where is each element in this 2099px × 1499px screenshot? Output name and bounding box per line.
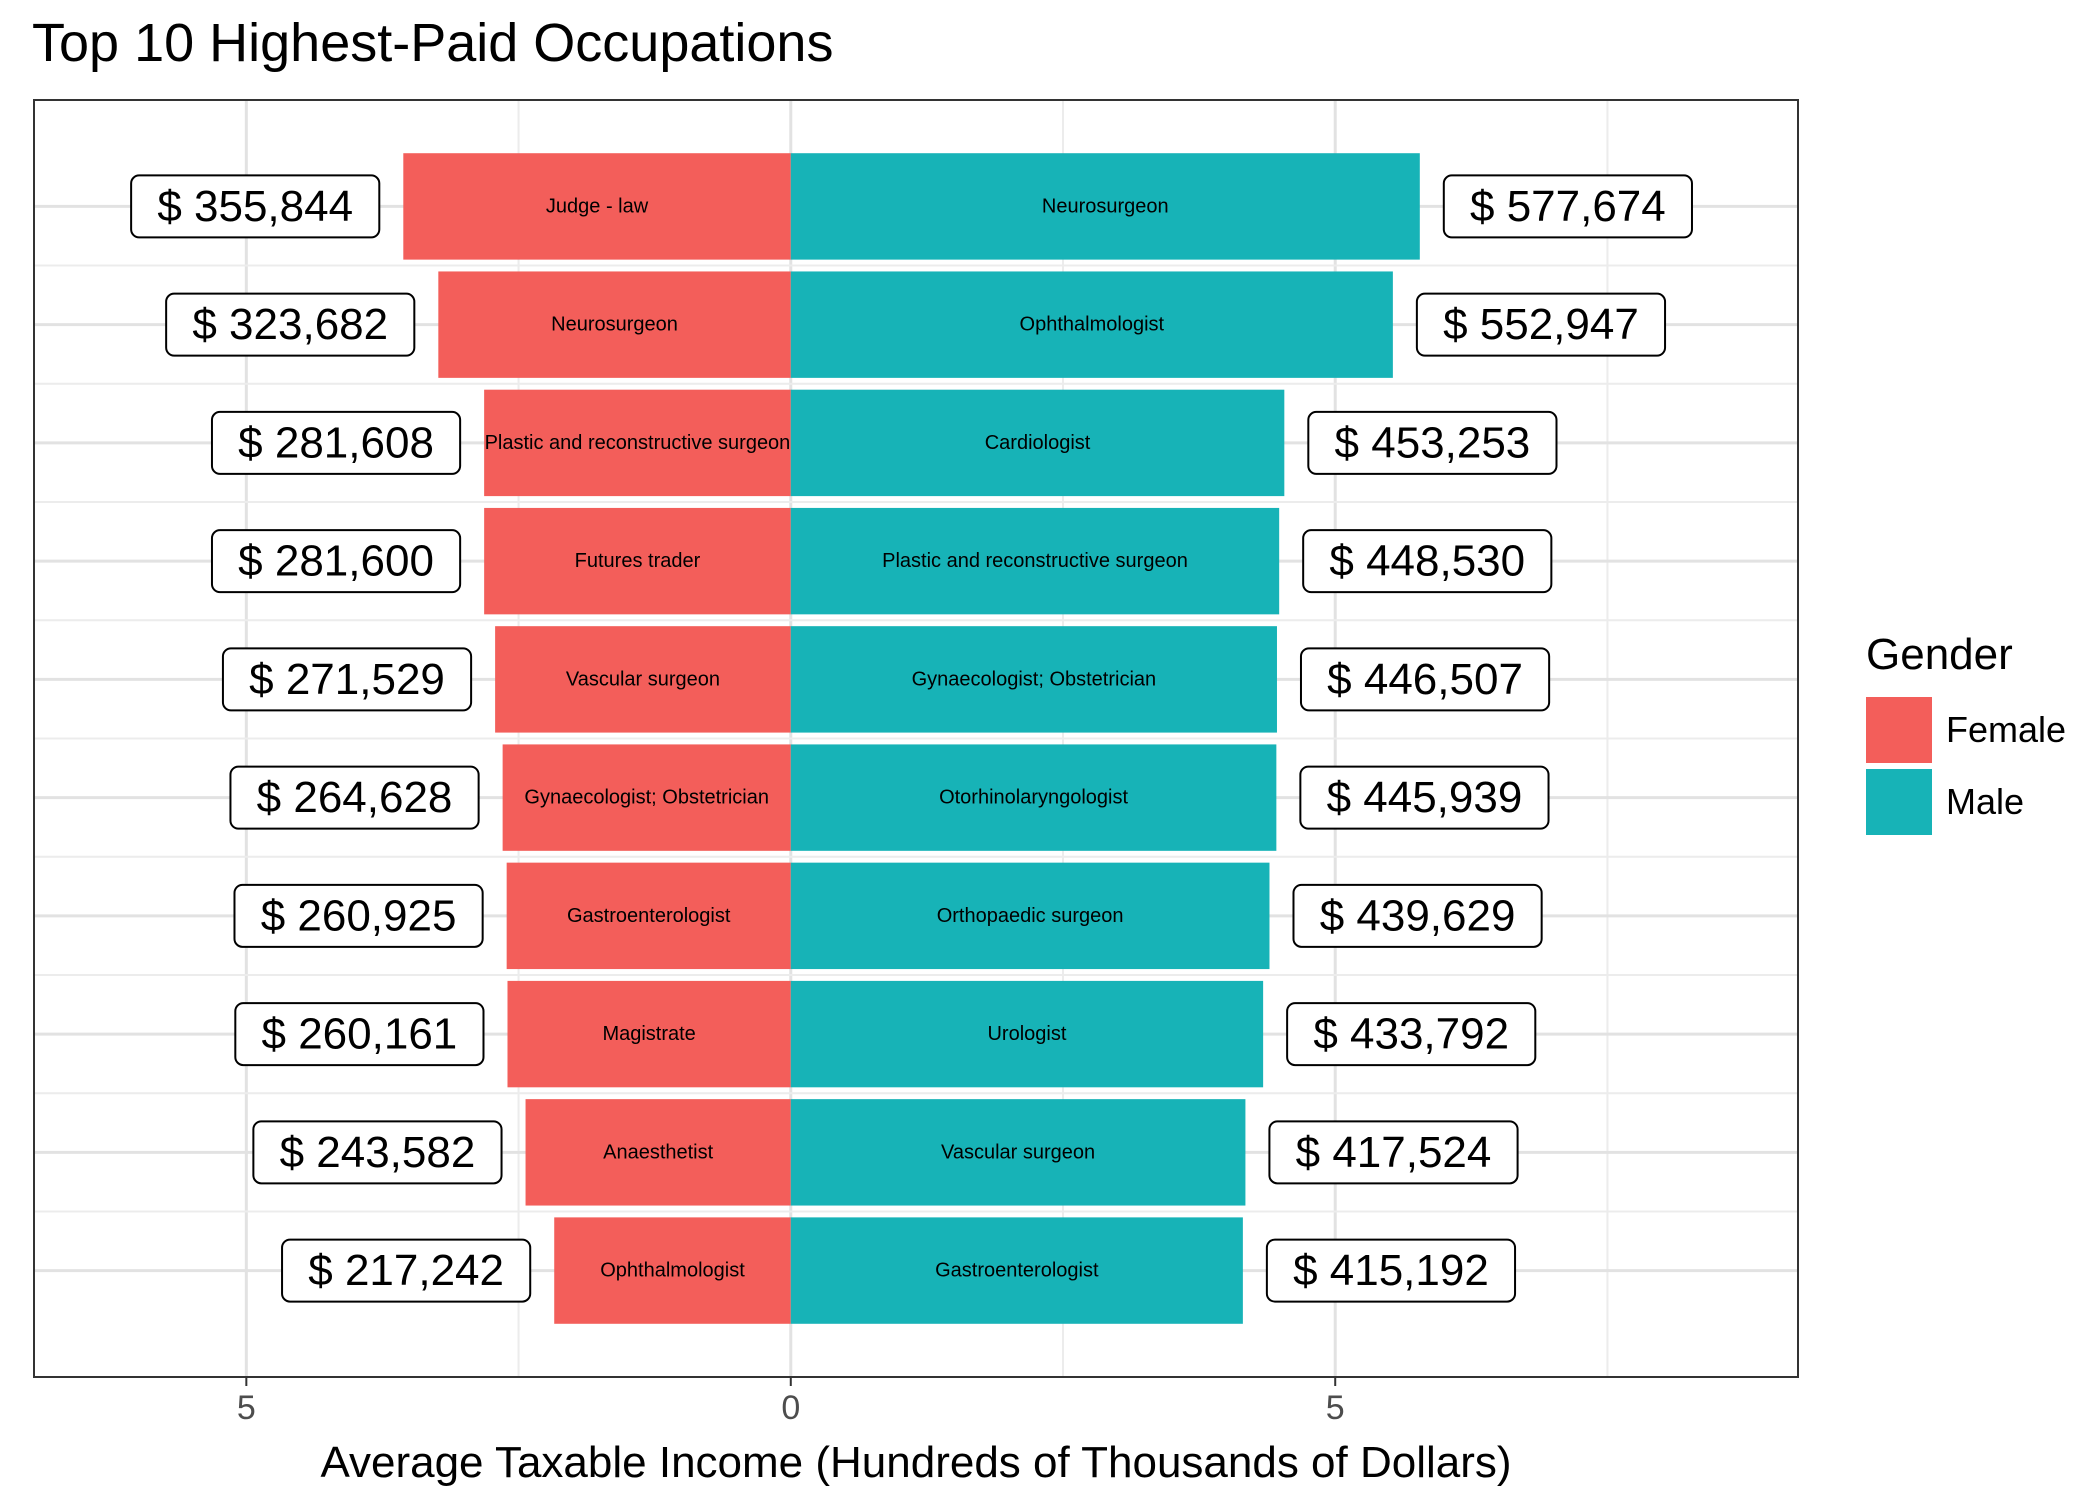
value-label-male-box xyxy=(1299,647,1551,712)
bar-male xyxy=(790,271,1393,378)
legend-label-male: Male xyxy=(1946,781,2025,822)
bar-label-male: Urologist xyxy=(987,1023,1066,1045)
value-label-male-box xyxy=(1307,410,1558,475)
value-label-female-box xyxy=(281,1238,532,1303)
value-label-female: $ 243,582 xyxy=(280,1128,476,1177)
bar-label-female: Vascular surgeon xyxy=(566,668,720,690)
legend: Gender Female Male xyxy=(1866,630,2066,838)
bar-label-female: Gastroenterologist xyxy=(567,905,731,927)
value-label-female: $ 281,600 xyxy=(238,537,434,586)
value-label-female: $ 260,925 xyxy=(261,891,457,940)
bar-male xyxy=(790,1217,1243,1324)
bar-female xyxy=(495,626,791,733)
bar-female xyxy=(438,271,791,378)
plot-border xyxy=(33,99,1799,1378)
bar-label-male: Vascular surgeon xyxy=(941,1141,1095,1163)
x-tick-label: 5 xyxy=(237,1389,256,1427)
value-label-female: $ 281,608 xyxy=(238,418,434,467)
bar-label-female: Ophthalmologist xyxy=(600,1260,745,1282)
value-label-female-box xyxy=(210,410,462,475)
bar-male xyxy=(790,980,1264,1088)
value-label-male-box xyxy=(1299,765,1550,830)
value-label-male: $ 417,524 xyxy=(1296,1128,1492,1177)
bar-label-female: Gynaecologist; Obstetrician xyxy=(524,787,769,809)
legend-title: Gender xyxy=(1866,630,2013,679)
value-label-female-box xyxy=(234,1002,485,1067)
value-label-female: $ 217,242 xyxy=(308,1246,504,1295)
bar-female xyxy=(525,1099,791,1206)
value-label-female-box xyxy=(229,765,480,830)
value-label-male: $ 577,674 xyxy=(1470,182,1666,231)
value-label-female: $ 271,529 xyxy=(249,655,445,704)
bar-female xyxy=(484,507,791,615)
value-label-male: $ 448,530 xyxy=(1329,537,1525,586)
bar-label-male: Orthopaedic surgeon xyxy=(937,905,1124,927)
bar-male xyxy=(790,507,1280,615)
bar-female xyxy=(554,1217,791,1324)
bar-male xyxy=(790,1099,1246,1206)
value-label-female-box xyxy=(252,1120,503,1185)
value-label-male: $ 445,939 xyxy=(1327,773,1523,822)
value-label-female: $ 355,844 xyxy=(157,182,353,231)
bar-label-female: Magistrate xyxy=(602,1023,695,1045)
value-label-male-box xyxy=(1442,174,1693,239)
bar-male xyxy=(790,626,1277,733)
x-tick-label: 5 xyxy=(1326,1389,1345,1427)
value-label-female-box xyxy=(221,647,473,712)
bar-label-female: Futures trader xyxy=(575,550,701,572)
value-label-female-box xyxy=(130,174,381,239)
bar-label-female: Neurosurgeon xyxy=(551,314,678,336)
value-label-female-box xyxy=(165,292,416,357)
bar-female xyxy=(502,744,791,851)
value-label-male: $ 439,629 xyxy=(1320,891,1516,940)
x-tick-label: 0 xyxy=(781,1389,800,1427)
bar-label-female: Anaesthetist xyxy=(603,1141,714,1163)
value-label-female-box xyxy=(233,883,484,948)
value-label-male: $ 453,253 xyxy=(1335,418,1531,467)
bar-female xyxy=(506,862,791,970)
value-label-male: $ 446,507 xyxy=(1327,655,1523,704)
value-label-male-box xyxy=(1292,883,1543,948)
bar-label-male: Otorhinolaryngologist xyxy=(939,787,1128,809)
x-axis-title: Average Taxable Income (Hundreds of Thou… xyxy=(320,1438,1511,1487)
bar-label-male: Cardiologist xyxy=(985,432,1091,454)
value-label-female: $ 260,161 xyxy=(262,1010,458,1059)
bar-label-male: Plastic and reconstructive surgeon xyxy=(882,550,1188,572)
bar-male xyxy=(790,744,1277,851)
value-label-male-box xyxy=(1302,529,1553,594)
value-label-male: $ 415,192 xyxy=(1293,1246,1489,1295)
bar-female xyxy=(403,153,791,260)
legend-key-male xyxy=(1866,769,1932,835)
bar-label-male: Gynaecologist; Obstetrician xyxy=(912,668,1157,690)
value-label-male-box xyxy=(1286,1002,1537,1067)
value-label-female-box xyxy=(210,529,462,594)
value-label-female: $ 323,682 xyxy=(192,300,388,349)
bar-label-male: Ophthalmologist xyxy=(1020,314,1165,336)
bar-label-male: Gastroenterologist xyxy=(935,1260,1099,1282)
bar-female xyxy=(507,980,791,1088)
legend-key-female xyxy=(1866,697,1932,763)
bar-male xyxy=(790,862,1270,970)
value-label-male-box xyxy=(1265,1238,1517,1303)
value-label-male: $ 552,947 xyxy=(1443,300,1639,349)
value-label-female: $ 264,628 xyxy=(257,773,453,822)
value-label-male: $ 433,792 xyxy=(1313,1010,1509,1059)
bar-label-female: Judge - law xyxy=(546,195,649,217)
bar-male xyxy=(790,153,1420,260)
bar-label-male: Neurosurgeon xyxy=(1042,195,1169,217)
value-label-male-box xyxy=(1415,292,1667,357)
bar-female xyxy=(484,389,791,497)
bar-label-female: Plastic and reconstructive surgeon xyxy=(485,432,791,454)
value-label-male-box xyxy=(1268,1120,1519,1185)
legend-label-female: Female xyxy=(1946,709,2067,750)
chart-title: Top 10 Highest-Paid Occupations xyxy=(32,13,834,73)
bar-male xyxy=(790,389,1285,497)
legend-item-female: Female xyxy=(1866,694,2066,766)
legend-item-male: Male xyxy=(1866,766,2066,838)
